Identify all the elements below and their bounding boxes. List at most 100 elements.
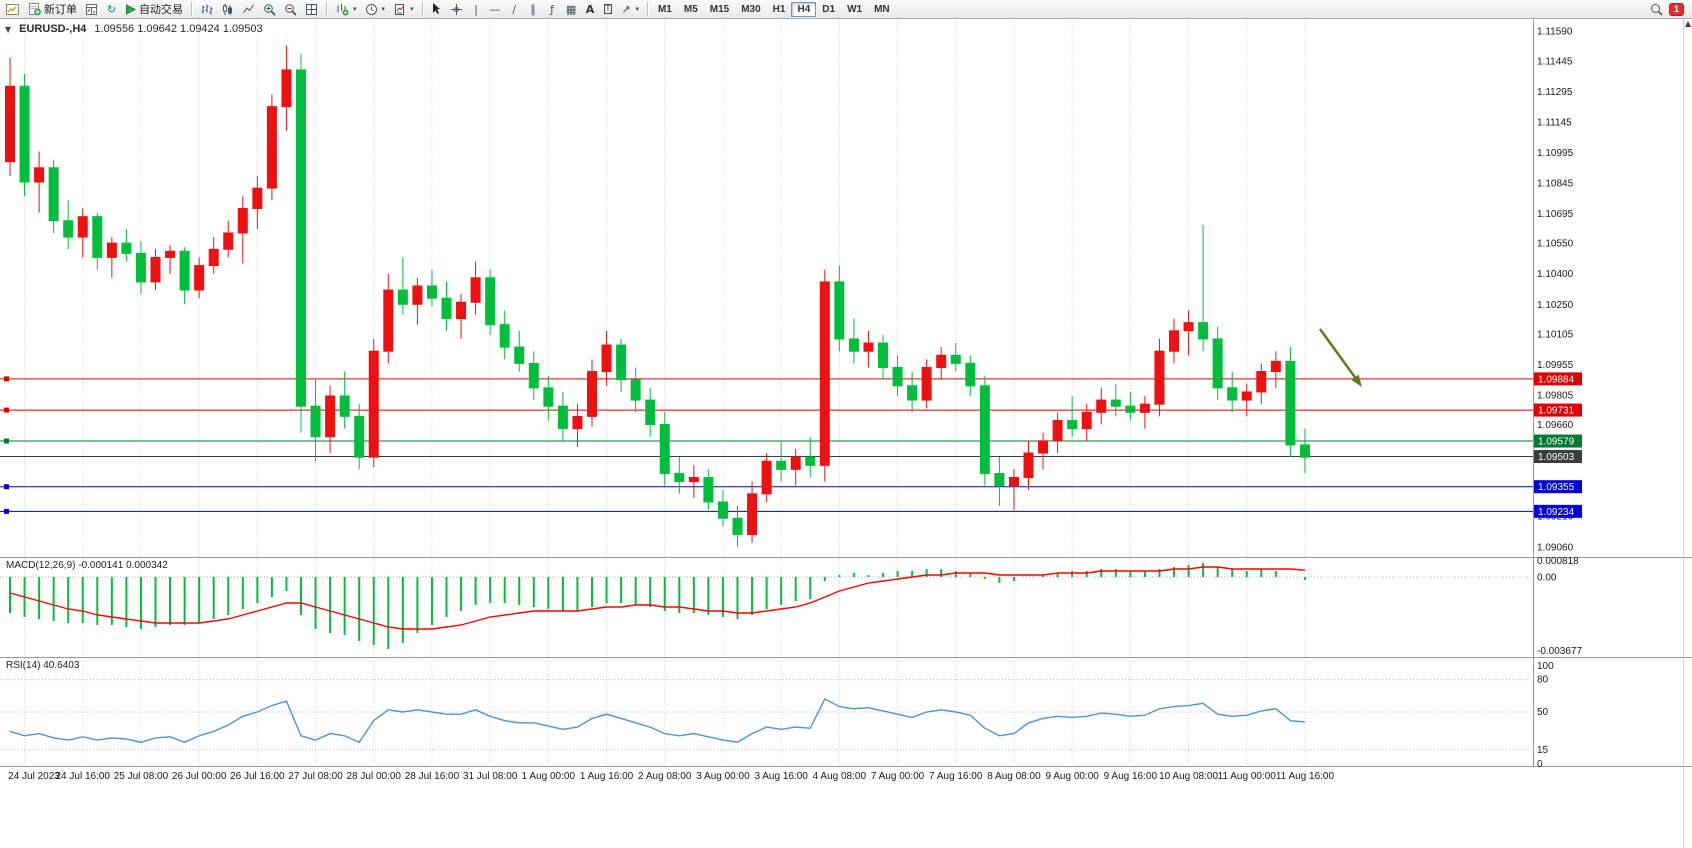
svg-text:1.10550: 1.10550 bbox=[1537, 239, 1574, 250]
new-order-button[interactable]: 新订单 bbox=[23, 1, 81, 18]
chevron-down-icon: ▾ bbox=[635, 5, 639, 13]
svg-text:11 Aug 00:00: 11 Aug 00:00 bbox=[1218, 771, 1277, 782]
svg-text:8 Aug 08:00: 8 Aug 08:00 bbox=[987, 771, 1041, 782]
svg-text:26 Jul 16:00: 26 Jul 16:00 bbox=[230, 771, 285, 782]
quick-trade-toggle-icon[interactable]: ▼ bbox=[5, 24, 12, 34]
template-dropdown-button[interactable]: ▾ bbox=[389, 1, 418, 18]
svg-text:31 Jul 08:00: 31 Jul 08:00 bbox=[463, 771, 518, 782]
bar-chart-icon bbox=[201, 4, 213, 14]
svg-text:25 Jul 08:00: 25 Jul 08:00 bbox=[114, 771, 169, 782]
vertical-line-tool-button[interactable]: | bbox=[467, 1, 486, 18]
chart-file-icon bbox=[6, 3, 19, 15]
refresh-icon: ↻ bbox=[106, 2, 117, 16]
chevron-down-icon: ▾ bbox=[381, 5, 386, 13]
svg-text:2 Aug 08:00: 2 Aug 08:00 bbox=[638, 771, 692, 782]
notification-badge[interactable]: 1 bbox=[1668, 2, 1684, 16]
svg-text:28 Jul 16:00: 28 Jul 16:00 bbox=[405, 771, 460, 782]
svg-text:1.09355: 1.09355 bbox=[1538, 482, 1575, 493]
timeframe-button-h1[interactable]: H1 bbox=[772, 3, 786, 15]
svg-text:3 Aug 16:00: 3 Aug 16:00 bbox=[754, 771, 808, 782]
svg-text:15: 15 bbox=[1537, 745, 1549, 756]
svg-text:1 Aug 00:00: 1 Aug 00:00 bbox=[522, 771, 576, 782]
shapes-tool-button[interactable]: ▦ bbox=[562, 1, 581, 18]
search-button[interactable] bbox=[1646, 1, 1667, 18]
new-chart-icon bbox=[337, 4, 349, 16]
auto-trading-button[interactable]: 自动交易 bbox=[121, 1, 187, 18]
period-dropdown-button[interactable]: ▾ bbox=[361, 1, 390, 18]
svg-text:1.09660: 1.09660 bbox=[1537, 420, 1574, 431]
text-icon: A bbox=[585, 2, 595, 16]
svg-text:1.10105: 1.10105 bbox=[1537, 329, 1574, 340]
trendline-tool-button[interactable]: ∕ bbox=[505, 1, 524, 18]
svg-text:0.00: 0.00 bbox=[1537, 573, 1557, 584]
svg-text:7 Aug 16:00: 7 Aug 16:00 bbox=[929, 771, 983, 782]
timeframe-button-d1[interactable]: D1 bbox=[822, 3, 836, 15]
horizontal-line-tool-button[interactable]: — bbox=[486, 1, 505, 18]
auto-trading-label: 自动交易 bbox=[139, 4, 183, 16]
timeframe-button-m5[interactable]: M5 bbox=[683, 3, 698, 15]
timeframe-button-m30[interactable]: M30 bbox=[741, 3, 761, 15]
bar-chart-button[interactable] bbox=[196, 1, 217, 18]
new-chart-shortcut-button[interactable] bbox=[2, 1, 23, 18]
refresh-button[interactable]: ↻ bbox=[102, 1, 121, 18]
search-icon bbox=[1650, 3, 1663, 16]
clock-icon bbox=[365, 3, 377, 15]
template-icon bbox=[395, 3, 405, 15]
svg-text:9 Aug 00:00: 9 Aug 00:00 bbox=[1045, 771, 1099, 782]
text-tool-button[interactable]: A bbox=[581, 1, 600, 18]
vertical-line-icon: | bbox=[474, 2, 478, 16]
svg-text:1.09731: 1.09731 bbox=[1538, 406, 1575, 417]
svg-text:50: 50 bbox=[1537, 707, 1549, 718]
svg-text:27 Jul 08:00: 27 Jul 08:00 bbox=[288, 771, 343, 782]
zoom-in-icon bbox=[264, 3, 276, 16]
macd-label: MACD(12,26,9) -0.000141 0.000342 bbox=[6, 560, 168, 571]
auto-trading-icon bbox=[126, 3, 136, 15]
svg-text:1.09805: 1.09805 bbox=[1537, 390, 1574, 401]
shapes-icon: ▦ bbox=[565, 2, 577, 16]
svg-text:9 Aug 16:00: 9 Aug 16:00 bbox=[1104, 771, 1158, 782]
new-order-icon bbox=[29, 3, 41, 16]
svg-text:1.10995: 1.10995 bbox=[1537, 148, 1574, 159]
channel-icon: ∥ bbox=[530, 2, 536, 16]
line-chart-icon bbox=[243, 4, 254, 13]
timeframe-button-m15[interactable]: M15 bbox=[709, 3, 730, 15]
candlestick-chart-button[interactable] bbox=[217, 1, 238, 18]
svg-text:26 Jul 00:00: 26 Jul 00:00 bbox=[172, 771, 227, 782]
channel-tool-button[interactable]: ∥ bbox=[524, 1, 543, 18]
svg-text:1.09884: 1.09884 bbox=[1538, 374, 1575, 385]
chevron-down-icon: ▾ bbox=[410, 5, 414, 13]
zoom-in-button[interactable] bbox=[259, 1, 280, 18]
fibonacci-tool-button[interactable]: ƒ bbox=[543, 1, 562, 18]
timeframe-button-m1[interactable]: M1 bbox=[657, 3, 672, 15]
label-tool-button[interactable]: T bbox=[600, 1, 617, 18]
svg-text:10 Aug 08:00: 10 Aug 08:00 bbox=[1159, 771, 1218, 782]
chart-header: ▼ EURUSD-,H4 1.09556 1.09642 1.09424 1.0… bbox=[5, 23, 263, 35]
timeframe-button-mn[interactable]: MN bbox=[874, 3, 890, 15]
trendline-icon: ∕ bbox=[512, 2, 516, 16]
timeframe-button-w1[interactable]: W1 bbox=[847, 3, 863, 15]
market-watch-button[interactable] bbox=[81, 1, 102, 18]
crosshair-tool-button[interactable] bbox=[446, 1, 467, 18]
toolbar-separator bbox=[191, 2, 192, 16]
fibonacci-icon: ƒ bbox=[550, 2, 554, 16]
svg-text:1.10695: 1.10695 bbox=[1537, 209, 1574, 220]
svg-text:0: 0 bbox=[1537, 759, 1543, 770]
svg-text:1.11295: 1.11295 bbox=[1537, 87, 1573, 98]
zoom-out-button[interactable] bbox=[280, 1, 301, 18]
new-chart-dropdown-button[interactable]: ▾ bbox=[331, 1, 361, 18]
svg-text:1.11590: 1.11590 bbox=[1537, 27, 1573, 38]
svg-text:11 Aug 16:00: 11 Aug 16:00 bbox=[1276, 771, 1335, 782]
svg-text:7 Aug 00:00: 7 Aug 00:00 bbox=[871, 771, 925, 782]
toolbar-separator bbox=[326, 2, 327, 16]
arrows-tool-button[interactable]: ↗ ▾ bbox=[616, 1, 643, 18]
cursor-icon bbox=[432, 3, 440, 14]
line-chart-button[interactable] bbox=[238, 1, 259, 18]
market-watch-icon bbox=[86, 3, 97, 15]
cursor-tool-button[interactable] bbox=[427, 1, 446, 18]
toolbar-separator bbox=[421, 2, 423, 16]
tile-windows-button[interactable] bbox=[301, 1, 322, 18]
chevron-down-icon: ▾ bbox=[353, 5, 357, 13]
timeframe-button-h4[interactable]: H4 bbox=[791, 1, 817, 17]
crosshair-icon bbox=[450, 3, 462, 15]
